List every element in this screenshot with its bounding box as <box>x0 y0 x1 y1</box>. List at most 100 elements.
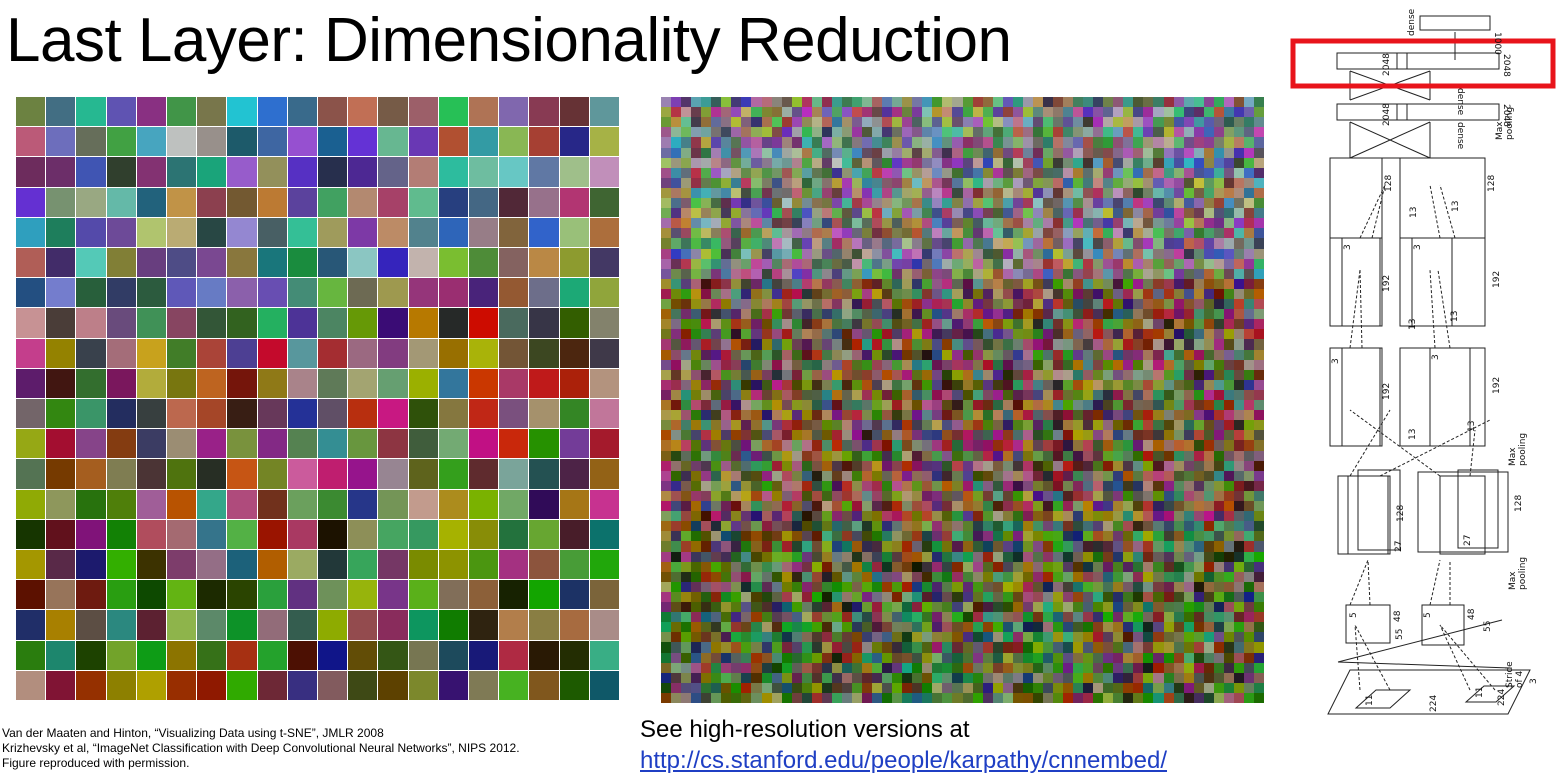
image-tile <box>1163 692 1174 703</box>
image-tile <box>791 541 802 552</box>
image-tile <box>681 591 692 602</box>
image-tile <box>1073 612 1084 623</box>
image-tile <box>701 228 712 239</box>
image-tile <box>872 97 883 108</box>
image-tile <box>942 208 953 219</box>
image-tile <box>1052 228 1063 239</box>
image-tile <box>841 309 852 320</box>
image-tile <box>1163 268 1174 279</box>
image-tile <box>348 338 378 368</box>
image-tile <box>197 338 227 368</box>
image-tile <box>862 541 873 552</box>
image-tile <box>1073 480 1084 491</box>
image-tile <box>1032 97 1043 108</box>
image-tile <box>661 430 672 441</box>
image-tile <box>691 541 702 552</box>
image-tile <box>1183 187 1194 198</box>
image-tile <box>751 430 762 441</box>
image-tile <box>711 622 722 633</box>
image-tile <box>1163 127 1174 138</box>
image-tile <box>1243 248 1254 259</box>
image-tile <box>862 581 873 592</box>
image-tile <box>1103 127 1114 138</box>
image-tile <box>1042 319 1053 330</box>
image-tile <box>701 682 712 693</box>
image-tile <box>721 420 732 431</box>
image-tile <box>1253 682 1264 693</box>
image-tile <box>1143 541 1154 552</box>
image-tile <box>529 278 559 308</box>
image-tile <box>348 278 378 308</box>
image-tile <box>1153 319 1164 330</box>
image-tile <box>1012 420 1023 431</box>
image-tile <box>952 652 963 663</box>
image-tile <box>962 501 973 512</box>
image-tile <box>851 177 862 188</box>
image-tile <box>318 127 348 157</box>
image-tile <box>1243 268 1254 279</box>
image-tile <box>287 399 317 429</box>
image-tile <box>791 127 802 138</box>
image-tile <box>348 217 378 247</box>
image-tile <box>701 137 712 148</box>
image-tile <box>1133 177 1144 188</box>
image-tile <box>1063 521 1074 532</box>
hires-link[interactable]: http://cs.stanford.edu/people/karpathy/c… <box>640 747 1168 774</box>
image-tile <box>287 519 317 549</box>
image-tile <box>711 571 722 582</box>
image-tile <box>892 460 903 471</box>
image-tile <box>851 248 862 259</box>
image-tile <box>711 561 722 572</box>
image-tile <box>952 288 963 299</box>
image-tile <box>841 501 852 512</box>
image-tile <box>791 389 802 400</box>
image-tile <box>952 177 963 188</box>
image-tile <box>972 591 983 602</box>
image-tile <box>559 640 589 670</box>
image-tile <box>1243 177 1254 188</box>
image-tile <box>972 490 983 501</box>
image-tile <box>821 329 832 340</box>
image-tile <box>1103 511 1114 522</box>
image-tile <box>811 692 822 703</box>
image-tile <box>711 460 722 471</box>
image-tile <box>1233 612 1244 623</box>
image-tile <box>912 410 923 421</box>
image-tile <box>791 612 802 623</box>
image-tile <box>671 208 682 219</box>
image-tile <box>1153 339 1164 350</box>
image-tile <box>912 319 923 330</box>
image-tile <box>1163 521 1174 532</box>
image-tile <box>681 541 692 552</box>
image-tile <box>1012 662 1023 673</box>
image-tile <box>1233 440 1244 451</box>
image-tile <box>681 238 692 249</box>
image-tile <box>1073 157 1084 168</box>
image-tile <box>942 420 953 431</box>
image-tile <box>801 258 812 269</box>
image-tile <box>661 369 672 380</box>
image-tile <box>882 288 893 299</box>
image-tile <box>1063 248 1074 259</box>
image-tile <box>499 248 529 278</box>
image-tile <box>681 460 692 471</box>
image-tile <box>952 137 963 148</box>
image-tile <box>681 107 692 118</box>
image-tile <box>992 299 1003 310</box>
image-tile <box>1123 208 1134 219</box>
image-tile <box>711 299 722 310</box>
image-tile <box>731 581 742 592</box>
image-tile <box>1173 521 1184 532</box>
image-tile <box>922 672 933 683</box>
image-tile <box>1032 187 1043 198</box>
image-tile <box>1223 400 1234 411</box>
image-tile <box>1022 440 1033 451</box>
image-tile <box>167 670 197 700</box>
image-tile <box>731 480 742 491</box>
image-tile <box>1052 127 1063 138</box>
image-tile <box>197 399 227 429</box>
image-tile <box>197 519 227 549</box>
image-tile <box>257 217 287 247</box>
image-tile <box>1052 672 1063 683</box>
image-tile <box>922 612 933 623</box>
